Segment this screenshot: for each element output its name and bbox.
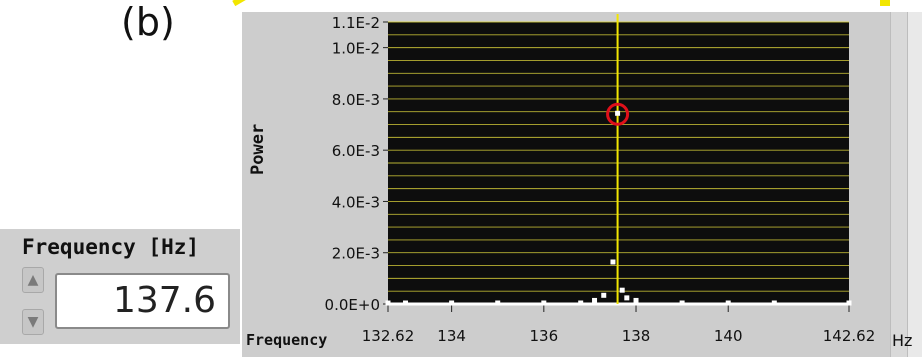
data-point (495, 300, 501, 306)
data-point (610, 259, 616, 265)
x-axis-unit: Hz (892, 331, 913, 350)
data-point (771, 300, 777, 306)
x-tick-label: 140 (714, 327, 743, 345)
data-point (846, 300, 852, 306)
x-tick-label: 132.62 (362, 327, 415, 345)
x-axis-label: Frequency (246, 331, 328, 349)
data-point (633, 297, 639, 303)
data-point (578, 300, 584, 306)
x-tick-label: 138 (622, 327, 651, 345)
panel-label: (b) (121, 0, 175, 44)
chevron-down-icon: ▼ (27, 314, 39, 330)
data-point (624, 295, 630, 301)
decrement-button[interactable]: ▼ (22, 309, 44, 335)
y-tick-label: 1.0E-2 (332, 40, 380, 58)
data-point (541, 300, 547, 306)
y-tick-label: 4.0E-3 (332, 193, 380, 211)
data-point (385, 300, 391, 306)
callout-line-right (880, 0, 890, 6)
data-point (725, 300, 731, 306)
x-tick-label: 142.62 (823, 327, 876, 345)
data-point (592, 297, 598, 303)
graph-scrollbar[interactable] (890, 12, 922, 357)
data-point (403, 300, 409, 306)
data-point (449, 300, 455, 306)
y-tick-label: 6.0E-3 (332, 142, 380, 160)
frequency-control: Frequency [Hz] ▲ ▼ 137.6 (0, 229, 240, 344)
data-point (619, 287, 625, 293)
y-tick-label: 1.1E-2 (332, 14, 380, 32)
x-tick-label: 134 (437, 327, 466, 345)
increment-button[interactable]: ▲ (22, 267, 44, 293)
scrollbar-track[interactable] (891, 12, 908, 357)
y-tick-label: 2.0E-3 (332, 245, 380, 263)
frequency-input[interactable]: 137.6 (55, 273, 230, 329)
highlight-marker (606, 102, 630, 126)
y-tick-label: 8.0E-3 (332, 91, 380, 109)
data-point (679, 300, 685, 306)
x-tick-label: 136 (529, 327, 558, 345)
chevron-up-icon: ▲ (27, 272, 39, 288)
data-point (615, 110, 621, 116)
y-tick-label: 0.0E+0 (325, 296, 380, 314)
frequency-control-title: Frequency [Hz] (22, 235, 200, 259)
data-point (601, 292, 607, 298)
